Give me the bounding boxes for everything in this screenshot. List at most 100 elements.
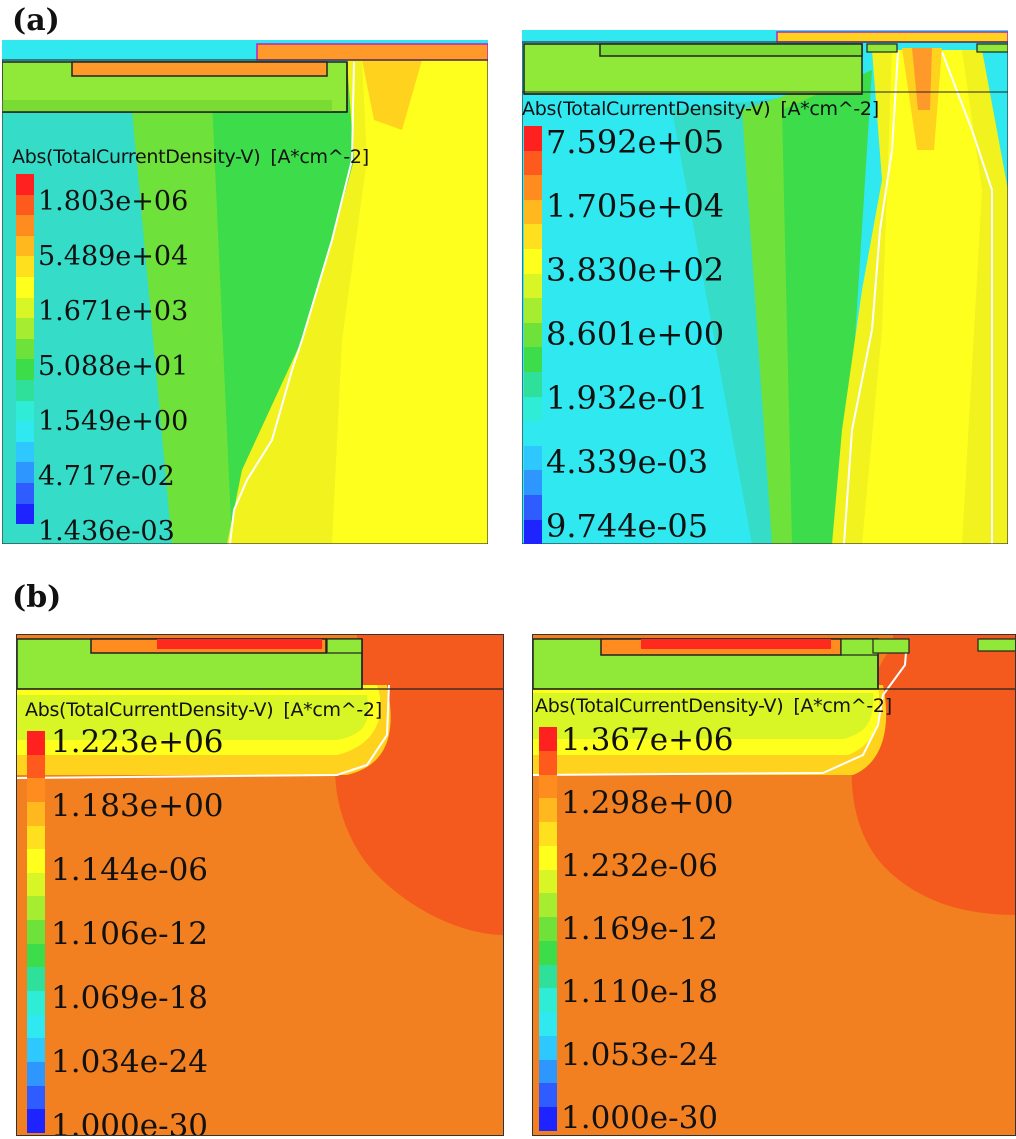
colorbar-tick-label: 1.110e-18 bbox=[561, 974, 719, 1010]
colorbar-segment bbox=[539, 1107, 557, 1132]
colorbar-segment bbox=[539, 845, 557, 870]
colorbar-tick-label: 1.183e+00 bbox=[51, 788, 224, 824]
colorbar-tick-label: 1.932e-01 bbox=[546, 379, 709, 417]
colorbar-segment bbox=[16, 379, 34, 401]
colorbar-title: Abs(TotalCurrentDensity-V) [A*cm^-2] bbox=[12, 146, 369, 168]
colorbar-segment bbox=[27, 991, 45, 1015]
colorbar bbox=[524, 126, 542, 544]
colorbar-segment bbox=[16, 174, 34, 195]
colorbar-segment bbox=[539, 798, 557, 823]
colorbar-tick-label: 1.034e-24 bbox=[51, 1044, 209, 1080]
colorbar-segment bbox=[27, 943, 45, 968]
colorbar-segment bbox=[524, 224, 542, 249]
colorbar-title: Abs(TotalCurrentDensity-V) [A*cm^-2] bbox=[522, 98, 879, 120]
colorbar-quantity: Abs(TotalCurrentDensity-V) bbox=[535, 695, 784, 717]
colorbar-tick-label: 1.106e-12 bbox=[51, 916, 209, 952]
colorbar-segment bbox=[524, 298, 542, 323]
section-label-a: (a) bbox=[12, 3, 60, 38]
colorbar-unit: [A*cm^-2] bbox=[283, 699, 382, 721]
colorbar-segment bbox=[27, 754, 45, 779]
colorbar-tick-label: 1.144e-06 bbox=[51, 852, 209, 888]
colorbar-segment bbox=[539, 727, 557, 751]
colorbar-unit: [A*cm^-2] bbox=[793, 695, 892, 717]
colorbar-segment bbox=[16, 462, 34, 483]
colorbar-segment bbox=[27, 1038, 45, 1062]
colorbar-tick-label: 1.223e+06 bbox=[51, 724, 224, 760]
colorbar-quantity: Abs(TotalCurrentDensity-V) bbox=[25, 699, 274, 721]
colorbar-tick-label: 1.367e+06 bbox=[561, 722, 734, 758]
colorbar-segment bbox=[27, 731, 45, 755]
colorbar-segment bbox=[539, 1059, 557, 1084]
colorbar-title: Abs(TotalCurrentDensity-V) [A*cm^-2] bbox=[535, 695, 892, 717]
colorbar-unit: [A*cm^-2] bbox=[780, 98, 879, 120]
colorbar-quantity: Abs(TotalCurrentDensity-V) bbox=[522, 98, 771, 120]
colorbar-segment bbox=[524, 445, 542, 471]
colorbar-tick-label: 5.489e+04 bbox=[38, 241, 189, 272]
colorbar-segment bbox=[16, 215, 34, 236]
colorbar-segment bbox=[539, 1035, 557, 1060]
colorbar-segment bbox=[27, 825, 45, 850]
colorbar-segment bbox=[539, 869, 557, 894]
colorbar-segment bbox=[27, 1085, 45, 1110]
colorbar-segment bbox=[539, 893, 557, 918]
colorbar-segment bbox=[16, 441, 34, 463]
colorbar-segment bbox=[524, 322, 542, 348]
colorbar-segment bbox=[27, 778, 45, 802]
colorbar-tick-label: 5.088e+01 bbox=[38, 351, 189, 382]
colorbar bbox=[27, 731, 45, 1133]
colorbar-segment bbox=[16, 359, 34, 380]
colorbar-segment bbox=[16, 338, 34, 360]
colorbar-segment bbox=[16, 194, 34, 216]
colorbar-tick-label: 1.000e-30 bbox=[51, 1108, 209, 1136]
colorbar-tick-label: 9.744e-05 bbox=[546, 507, 709, 544]
colorbar-tick-label: 1.705e+04 bbox=[546, 187, 725, 225]
colorbar-tick-label: 1.549e+00 bbox=[38, 406, 189, 437]
colorbar-title: Abs(TotalCurrentDensity-V) [A*cm^-2] bbox=[25, 699, 382, 721]
colorbar-segment bbox=[524, 396, 542, 422]
colorbar-segment bbox=[539, 964, 557, 989]
colorbar bbox=[539, 727, 557, 1132]
colorbar-tick-label: 1.000e-30 bbox=[561, 1100, 719, 1136]
colorbar-tick-label: 8.601e+00 bbox=[546, 315, 725, 353]
colorbar-tick-label: 7.592e+05 bbox=[546, 123, 725, 161]
colorbar-segment bbox=[539, 822, 557, 846]
colorbar-segment bbox=[27, 801, 45, 826]
colorbar-segment bbox=[27, 896, 45, 921]
colorbar-quantity: Abs(TotalCurrentDensity-V) bbox=[12, 146, 261, 168]
colorbar-tick-label: 1.671e+03 bbox=[38, 296, 189, 327]
colorbar-segment bbox=[16, 256, 34, 277]
colorbar-segment bbox=[27, 1061, 45, 1086]
colorbar-segment bbox=[27, 872, 45, 897]
colorbar-tick-label: 1.436e-03 bbox=[38, 516, 175, 544]
colorbar-segment bbox=[16, 400, 34, 422]
colorbar-segment bbox=[539, 917, 557, 941]
colorbar-segment bbox=[16, 297, 34, 319]
colorbar-segment bbox=[16, 276, 34, 298]
colorbar-segment bbox=[539, 988, 557, 1013]
colorbar-segment bbox=[524, 126, 542, 151]
colorbar-segment bbox=[16, 421, 34, 442]
colorbar-segment bbox=[524, 248, 542, 274]
current-density-field bbox=[2, 40, 488, 544]
colorbar-tick-label: 1.232e-06 bbox=[561, 848, 719, 884]
colorbar-unit: [A*cm^-2] bbox=[270, 146, 369, 168]
colorbar-segment bbox=[16, 482, 34, 504]
colorbar bbox=[16, 174, 34, 525]
colorbar-tick-label: 1.803e+06 bbox=[38, 186, 189, 217]
colorbar-segment bbox=[524, 347, 542, 372]
colorbar-segment bbox=[524, 494, 542, 520]
panel-b-right: Abs(TotalCurrentDensity-V) [A*cm^-2] 1.36… bbox=[532, 634, 1016, 1136]
colorbar-segment bbox=[524, 273, 542, 299]
colorbar-segment bbox=[524, 150, 542, 176]
panel-a-left: Abs(TotalCurrentDensity-V) [A*cm^-2] 1.80… bbox=[2, 40, 488, 544]
colorbar-tick-label: 1.053e-24 bbox=[561, 1037, 719, 1073]
colorbar-segment bbox=[524, 470, 542, 495]
colorbar-tick-label: 1.169e-12 bbox=[561, 911, 719, 947]
colorbar-segment bbox=[16, 503, 34, 525]
current-density-field bbox=[533, 635, 1015, 1135]
colorbar-segment bbox=[16, 318, 34, 339]
colorbar-segment bbox=[539, 940, 557, 965]
colorbar-segment bbox=[539, 1083, 557, 1108]
section-label-b: (b) bbox=[12, 580, 62, 615]
colorbar-segment bbox=[539, 774, 557, 799]
